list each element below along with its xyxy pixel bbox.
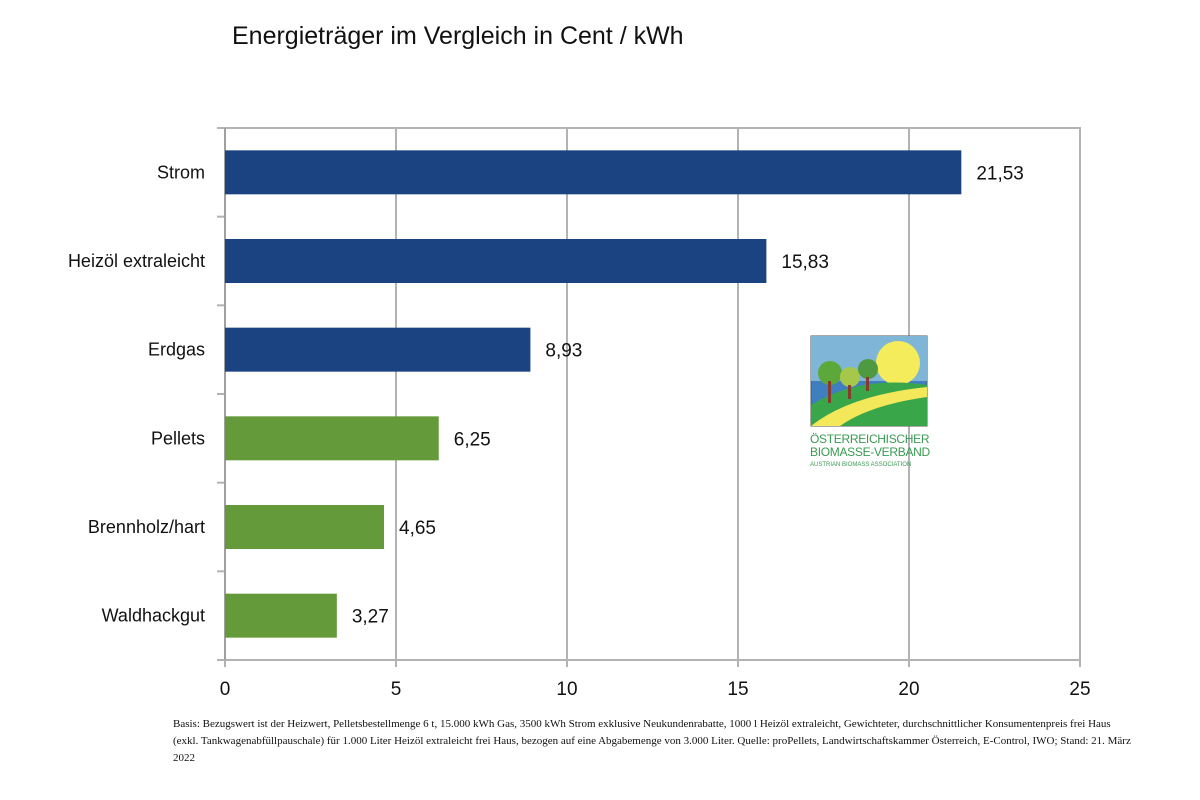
data-label: 3,27 — [352, 607, 389, 628]
data-label: 15,83 — [781, 252, 829, 273]
category-label: Erdgas — [148, 340, 205, 360]
data-label: 6,25 — [454, 429, 491, 450]
logo-landscape-icon — [810, 335, 928, 427]
x-tick-label: 5 — [391, 679, 402, 700]
category-label: Waldhackgut — [102, 606, 205, 626]
logo-line-1: Österreichischer — [810, 432, 930, 446]
x-tick-label: 20 — [898, 679, 919, 700]
biomasse-verband-logo: Österreichischer Biomasse-Verband Austri… — [810, 335, 940, 468]
x-tick-label: 0 — [220, 679, 231, 700]
x-tick-label: 10 — [556, 679, 577, 700]
data-label: 8,93 — [545, 341, 582, 362]
category-label: Brennholz/hart — [88, 517, 205, 537]
x-tick-label: 15 — [727, 679, 748, 700]
footnote: Basis: Bezugswert ist der Heizwert, Pell… — [173, 718, 1131, 764]
bar — [225, 327, 531, 372]
category-label: Strom — [157, 162, 205, 182]
bar — [225, 416, 439, 461]
x-tick-label: 25 — [1069, 679, 1090, 700]
logo-line-2: Biomasse-Verband — [810, 445, 930, 459]
bar — [225, 505, 385, 549]
bar — [225, 239, 767, 283]
data-label: 4,65 — [399, 518, 436, 539]
plot-area-frame — [224, 127, 1081, 661]
data-label: 21,53 — [976, 163, 1024, 184]
bar — [225, 150, 962, 195]
category-label: Heizöl extraleicht — [68, 251, 205, 271]
chart-title: Energieträger im Vergleich in Cent / kWh — [232, 22, 684, 50]
bar — [225, 593, 337, 638]
logo-line-3: Austrian Biomass Association — [810, 462, 912, 468]
category-label: Pellets — [151, 428, 205, 448]
